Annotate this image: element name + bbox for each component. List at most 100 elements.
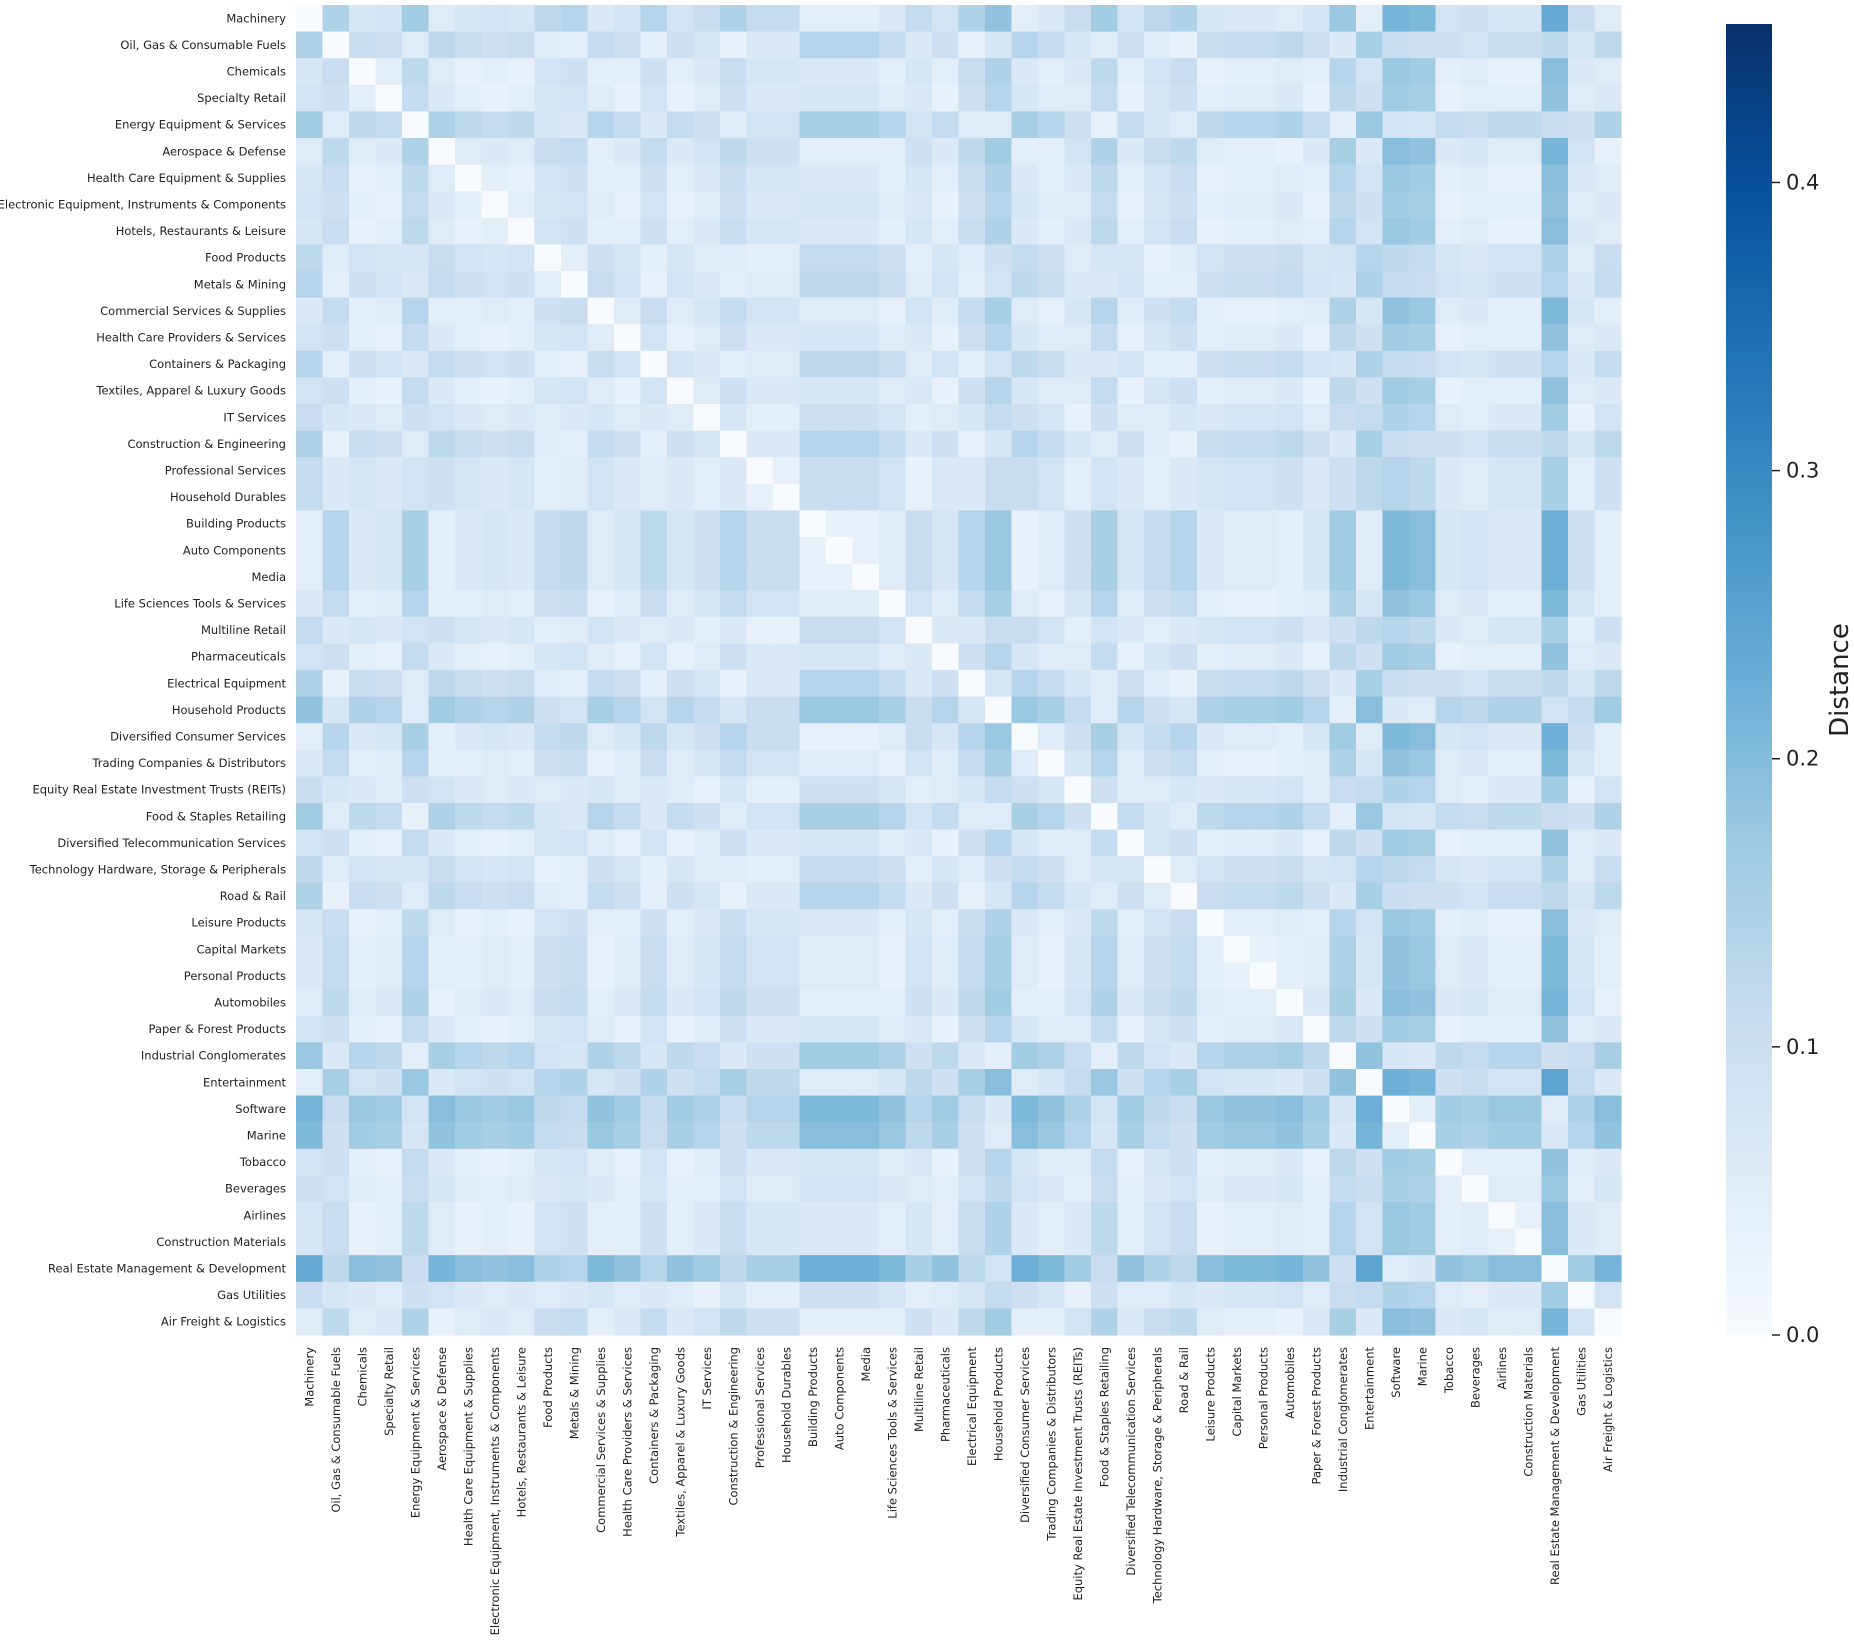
- heatmap-cell: [322, 1042, 350, 1070]
- column-label: Hotels, Restaurants & Leisure: [514, 1347, 528, 1517]
- heatmap-cell: [1488, 58, 1516, 86]
- heatmap-cell: [826, 510, 854, 538]
- heatmap-cell: [693, 829, 721, 857]
- heatmap-cell: [349, 909, 377, 937]
- heatmap-cell: [958, 803, 986, 831]
- heatmap-cell: [1382, 510, 1410, 538]
- row-label: Metals & Mining: [194, 277, 286, 291]
- heatmap-cell: [799, 483, 827, 511]
- heatmap-cell: [349, 31, 377, 59]
- heatmap-cell: [508, 1281, 536, 1309]
- heatmap-cell: [640, 537, 668, 565]
- heatmap-cell: [296, 111, 324, 139]
- heatmap-cell: [852, 430, 880, 458]
- heatmap-cell: [402, 404, 430, 432]
- heatmap-cell: [985, 1281, 1013, 1309]
- heatmap-cell: [773, 882, 801, 910]
- heatmap-cell: [667, 670, 695, 698]
- heatmap-cell: [614, 803, 642, 831]
- heatmap-cell: [1329, 84, 1357, 112]
- heatmap-cell: [1462, 1255, 1490, 1283]
- heatmap-cell: [958, 1175, 986, 1203]
- heatmap-cell: [1197, 882, 1225, 910]
- heatmap-cell: [455, 111, 483, 139]
- heatmap-cell: [1409, 776, 1437, 804]
- heatmap-cell: [1064, 5, 1092, 33]
- heatmap-cell: [1117, 1175, 1145, 1203]
- heatmap-cell: [587, 1095, 615, 1123]
- heatmap-cell: [534, 1175, 562, 1203]
- heatmap-cell: [1091, 1015, 1119, 1043]
- heatmap-cell: [508, 350, 536, 378]
- heatmap-cell: [746, 590, 774, 618]
- heatmap-cell: [826, 723, 854, 751]
- heatmap-cell: [879, 350, 907, 378]
- row-label: IT Services: [223, 410, 286, 424]
- heatmap-cell: [296, 696, 324, 724]
- heatmap-cell: [561, 829, 589, 857]
- heatmap-cell: [1144, 1015, 1172, 1043]
- heatmap-cell: [852, 191, 880, 219]
- heatmap-cell: [1117, 590, 1145, 618]
- heatmap-cell: [985, 138, 1013, 166]
- heatmap-cell: [322, 1175, 350, 1203]
- heatmap-cell: [1144, 111, 1172, 139]
- heatmap-cell: [773, 616, 801, 644]
- heatmap-cell: [1356, 191, 1384, 219]
- heatmap-cell: [1541, 1308, 1569, 1336]
- column-label: IT Services: [700, 1347, 714, 1410]
- heatmap-cell: [879, 936, 907, 964]
- heatmap-cell: [773, 1202, 801, 1230]
- heatmap-cell: [1382, 138, 1410, 166]
- heatmap-cell: [1462, 989, 1490, 1017]
- heatmap-cell: [1462, 244, 1490, 272]
- heatmap-cell: [1011, 936, 1039, 964]
- heatmap-cell: [1329, 5, 1357, 33]
- heatmap-cell: [561, 138, 589, 166]
- heatmap-cell: [826, 350, 854, 378]
- heatmap-cell: [1329, 164, 1357, 192]
- heatmap-cell: [561, 84, 589, 112]
- heatmap-cell: [402, 5, 430, 33]
- heatmap-cell: [322, 776, 350, 804]
- heatmap-cell: [640, 191, 668, 219]
- heatmap-cell: [1038, 1308, 1066, 1336]
- heatmap-cell: [1382, 244, 1410, 272]
- heatmap-cell: [879, 164, 907, 192]
- heatmap-cell: [958, 58, 986, 86]
- heatmap-cell: [985, 856, 1013, 884]
- heatmap-cell: [1091, 616, 1119, 644]
- heatmap-cell: [773, 776, 801, 804]
- heatmap-cell: [1091, 84, 1119, 112]
- heatmap-cell: [640, 31, 668, 59]
- heatmap-cell: [322, 803, 350, 831]
- heatmap-cell: [667, 510, 695, 538]
- heatmap-cell: [1197, 430, 1225, 458]
- heatmap-cell: [402, 1069, 430, 1097]
- heatmap-cell: [905, 696, 933, 724]
- row-label: Beverages: [225, 1182, 286, 1196]
- heatmap-cell: [534, 430, 562, 458]
- heatmap-cell: [985, 1042, 1013, 1070]
- heatmap-cell: [1568, 404, 1596, 432]
- heatmap-cell: [534, 882, 562, 910]
- heatmap-cell: [1541, 58, 1569, 86]
- heatmap-cell: [1170, 829, 1198, 857]
- heatmap-cell: [746, 537, 774, 565]
- heatmap-cell: [1223, 882, 1251, 910]
- heatmap-cell: [1197, 909, 1225, 937]
- heatmap-cell: [402, 483, 430, 511]
- heatmap-cell: [852, 1202, 880, 1230]
- heatmap-cell: [1064, 1148, 1092, 1176]
- heatmap-cell: [720, 616, 748, 644]
- heatmap-cell: [1488, 989, 1516, 1017]
- heatmap-cell: [481, 350, 509, 378]
- heatmap-cell: [1409, 1281, 1437, 1309]
- heatmap-cell: [534, 537, 562, 565]
- heatmap-cell: [1144, 829, 1172, 857]
- heatmap-cell: [773, 191, 801, 219]
- heatmap-cell: [693, 962, 721, 990]
- heatmap-cell: [667, 989, 695, 1017]
- colorbar-ticks: 0.00.10.20.30.4: [1772, 170, 1819, 1347]
- heatmap-cell: [746, 1042, 774, 1070]
